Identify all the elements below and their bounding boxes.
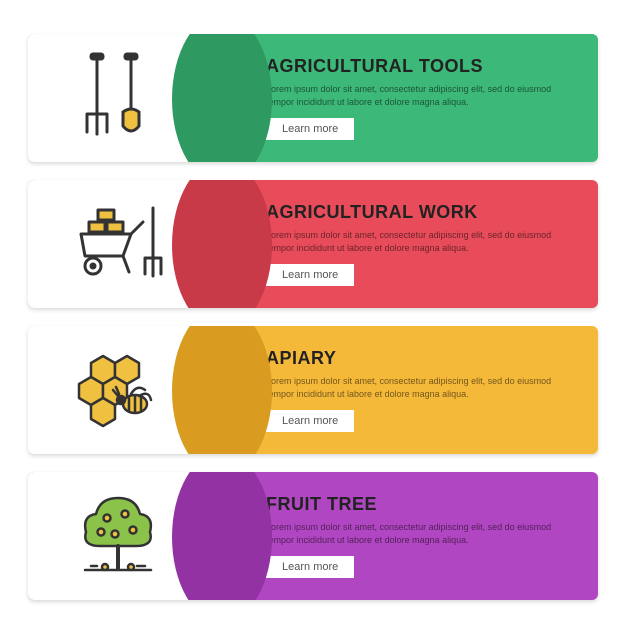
wheelbarrow-hay-icon <box>63 192 173 297</box>
banner-title: AGRICULTURAL TOOLS <box>266 56 574 77</box>
learn-more-button[interactable]: Learn more <box>266 410 354 432</box>
banner-title: APIARY <box>266 348 574 369</box>
learn-more-button[interactable]: Learn more <box>266 264 354 286</box>
banner-desc: Lorem ipsum dolor sit amet, consectetur … <box>266 229 574 253</box>
banner-tools: AGRICULTURAL TOOLS Lorem ipsum dolor sit… <box>28 34 598 162</box>
banner-list: AGRICULTURAL TOOLS Lorem ipsum dolor sit… <box>28 34 598 600</box>
swoop-shape <box>172 326 272 454</box>
banner-title: FRUIT TREE <box>266 494 574 515</box>
banner-desc: Lorem ipsum dolor sit amet, consectetur … <box>266 521 574 545</box>
fruit-tree-icon <box>63 484 173 589</box>
banner-desc: Lorem ipsum dolor sit amet, consectetur … <box>266 375 574 399</box>
swoop-shape <box>172 180 272 308</box>
banner-work: AGRICULTURAL WORK Lorem ipsum dolor sit … <box>28 180 598 308</box>
pitchfork-shovel-icon <box>63 46 173 151</box>
banner-title: AGRICULTURAL WORK <box>266 202 574 223</box>
banner-desc: Lorem ipsum dolor sit amet, consectetur … <box>266 83 574 107</box>
learn-more-button[interactable]: Learn more <box>266 118 354 140</box>
swoop-shape <box>172 34 272 162</box>
banner-apiary: APIARY Lorem ipsum dolor sit amet, conse… <box>28 326 598 454</box>
honeycomb-bee-icon <box>63 338 173 443</box>
learn-more-button[interactable]: Learn more <box>266 556 354 578</box>
banner-fruit: FRUIT TREE Lorem ipsum dolor sit amet, c… <box>28 472 598 600</box>
swoop-shape <box>172 472 272 600</box>
